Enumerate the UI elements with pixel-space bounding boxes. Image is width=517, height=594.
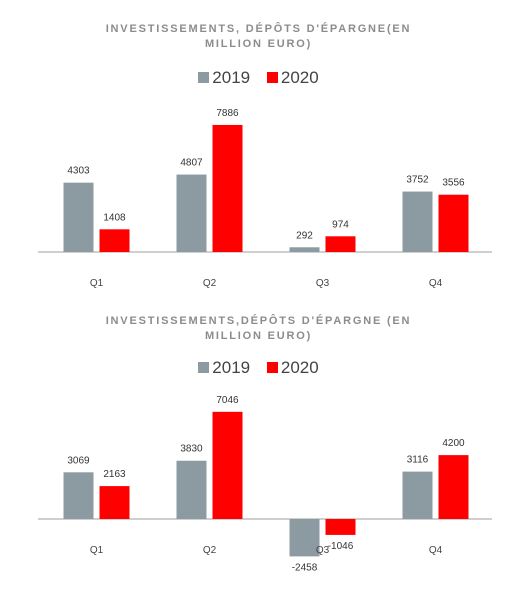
x-tick-label-Q4: Q4 (429, 278, 443, 289)
bar-2020-Q4 (438, 455, 469, 519)
data-label-2020-Q1: 2163 (103, 469, 126, 480)
bar-2020-Q1 (99, 486, 130, 519)
bar-2019-Q3 (289, 247, 320, 252)
chart-investissements-2: INVESTISSEMENTS,DÉPÔTS D'ÉPARGNE (EN MIL… (0, 300, 517, 594)
x-tick-label-Q3: Q3 (316, 545, 330, 556)
data-label-2020-Q3: -1046 (328, 541, 354, 552)
bar-2020-Q3 (325, 519, 356, 535)
bar-2019-Q2 (176, 174, 207, 252)
data-label-2020-Q2: 7046 (216, 395, 239, 406)
data-label-2020-Q1: 1408 (103, 212, 126, 223)
chart-title-line-1: INVESTISSEMENTS,DÉPÔTS D'ÉPARGNE (EN (105, 315, 412, 327)
chart-title: INVESTISSEMENTS,DÉPÔTS D'ÉPARGNE (EN MIL… (0, 314, 517, 344)
legend-swatch-2019 (198, 72, 210, 83)
bar-2020-Q2 (212, 124, 243, 252)
data-label-2020-Q4: 3556 (442, 178, 465, 189)
x-tick-label-Q2: Q2 (203, 278, 217, 289)
legend-item-2020: 2020 (266, 68, 319, 88)
data-label-2020-Q3: 974 (332, 219, 349, 230)
data-label-2019-Q3: -2458 (292, 562, 318, 573)
x-tick-label-Q2: Q2 (203, 545, 217, 556)
chart-title-line-2: MILLION EURO) (204, 38, 313, 50)
data-label-2019-Q1: 4303 (67, 166, 90, 177)
bar-2020-Q4 (438, 194, 469, 252)
bar-2020-Q3 (325, 236, 356, 252)
bar-2019-Q4 (402, 191, 433, 252)
data-label-2019-Q1: 3069 (67, 455, 90, 466)
bar-2020-Q2 (212, 411, 243, 519)
data-label-2020-Q4: 4200 (442, 438, 465, 449)
data-label-2019-Q3: 292 (296, 230, 313, 241)
data-label-2019-Q4: 3116 (407, 455, 429, 466)
bar-chart-plot: 4303 1408 Q1 4807 7886 Q2 292 974 Q3 3752 3556 Q4 (38, 108, 492, 289)
x-tick-label-Q3: Q3 (316, 278, 330, 289)
x-tick-label-Q1: Q1 (90, 278, 104, 289)
legend-label-2020: 2020 (280, 68, 319, 87)
legend-label-2019: 2019 (212, 358, 251, 377)
data-label-2019-Q2: 3830 (180, 444, 203, 455)
legend-item-2020: 2020 (266, 358, 319, 378)
chart-title: INVESTISSEMENTS, DÉPÔTS D'ÉPARGNE(EN MIL… (0, 22, 517, 52)
x-tick-label-Q1: Q1 (90, 545, 104, 556)
legend-label-2020: 2020 (280, 358, 319, 377)
bar-2019-Q3 (289, 519, 320, 557)
chart-legend: 2019 2020 (0, 358, 517, 378)
legend-label-2019: 2019 (212, 68, 251, 87)
chart-title-line-2: MILLION EURO) (204, 330, 313, 342)
legend-item-2019: 2019 (198, 358, 250, 378)
data-label-2020-Q2: 7886 (216, 108, 239, 119)
chart-legend: 2019 2020 (0, 68, 517, 88)
bar-2019-Q1 (63, 182, 94, 252)
legend-swatch-2020 (266, 362, 278, 373)
bar-2020-Q1 (99, 229, 130, 252)
bar-2019-Q1 (63, 472, 94, 519)
data-label-2019-Q2: 4807 (180, 158, 203, 169)
x-tick-label-Q4: Q4 (429, 545, 443, 556)
chart-investissements-1: INVESTISSEMENTS, DÉPÔTS D'ÉPARGNE(EN MIL… (0, 0, 517, 290)
chart-title-line-1: INVESTISSEMENTS, DÉPÔTS D'ÉPARGNE(EN (105, 23, 412, 35)
data-label-2019-Q4: 3752 (406, 175, 429, 186)
bar-2019-Q2 (176, 460, 207, 519)
legend-swatch-2020 (266, 72, 278, 83)
legend-swatch-2019 (198, 362, 210, 373)
bar-2019-Q4 (402, 471, 433, 519)
legend-item-2019: 2019 (198, 68, 250, 88)
